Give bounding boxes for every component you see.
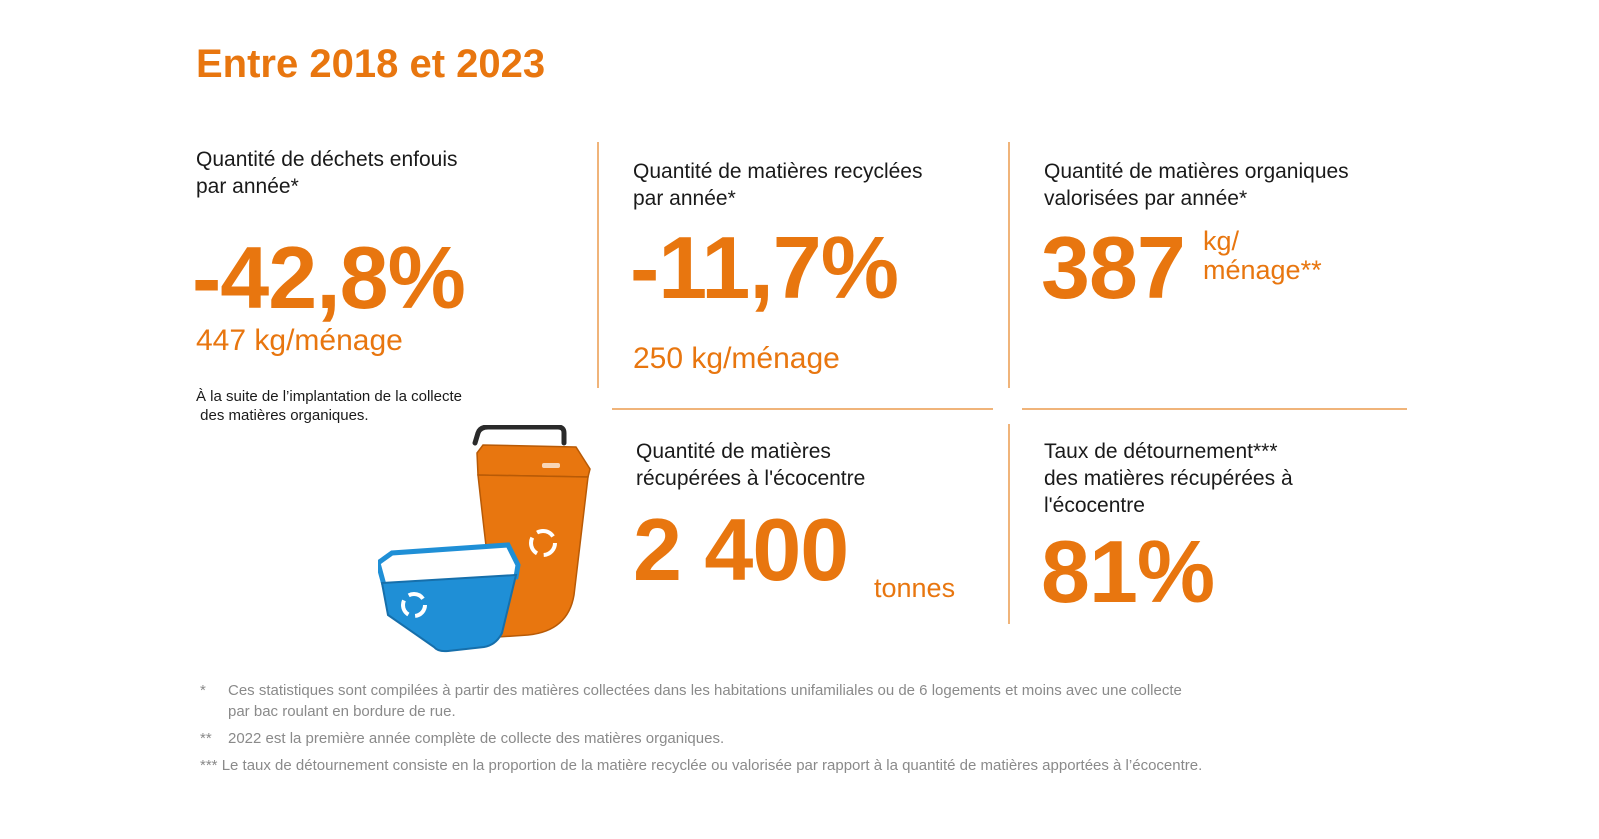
diversion-label-line1: Taux de détournement*** (1044, 440, 1278, 463)
organic-unit: kg/ ménage** (1203, 227, 1322, 285)
diversion-label: Taux de détournement*** des matières réc… (1044, 438, 1293, 519)
footnote-1-line2: par bac roulant en bordure de rue. (228, 703, 456, 720)
footnote-1-cont: par bac roulant en bordure de rue. (200, 701, 1202, 722)
ecocentre-label: Quantité de matières récupérées à l'écoc… (636, 438, 865, 492)
landfill-note-line1: À la suite de l’implantation de la colle… (196, 388, 462, 405)
divider-horizontal-1 (612, 408, 993, 410)
blue-recycling-bin-icon (378, 542, 521, 653)
diversion-label-line3: l'écocentre (1044, 494, 1145, 517)
divider-vertical-2 (1008, 142, 1010, 388)
landfill-label: Quantité de déchets enfouis par année* (196, 146, 458, 200)
footnote-1: * Ces statistiques sont compilées à parti… (200, 680, 1202, 701)
footnotes: * Ces statistiques sont compilées à parti… (200, 680, 1202, 776)
recycled-label-line2: par année* (633, 187, 736, 210)
landfill-value: -42,8% (192, 228, 466, 327)
recycled-label-line1: Quantité de matières recyclées (633, 160, 923, 183)
ecocentre-label-line2: récupérées à l'écocentre (636, 467, 866, 490)
organic-label-line1: Quantité de matières organiques (1044, 160, 1349, 183)
divider-vertical-3 (1008, 424, 1010, 624)
diversion-value: 81% (1041, 522, 1215, 621)
footnote-2: ** 2022 est la première année complète de… (200, 728, 1202, 749)
divider-horizontal-2 (1022, 408, 1407, 410)
bins-illustration (378, 425, 591, 653)
footnote-1-line1: Ces statistiques sont compilées à partir… (228, 682, 1182, 699)
landfill-label-line1: Quantité de déchets enfouis (196, 148, 458, 171)
landfill-note-line2: des matières organiques. (196, 407, 369, 424)
organic-label: Quantité de matières organiques valorisé… (1044, 158, 1349, 212)
landfill-sub: 447 kg/ménage (196, 324, 403, 357)
page-title: Entre 2018 et 2023 (196, 42, 546, 86)
footnote-3: *** Le taux de détournement consiste en … (200, 755, 1202, 776)
organic-value: 387 (1041, 218, 1186, 317)
footnote-2-line1: 2022 est la première année complète de c… (228, 730, 725, 747)
organic-label-line2: valorisées par année* (1044, 187, 1248, 210)
ecocentre-label-line1: Quantité de matières (636, 440, 831, 463)
footnote-3-line1: Le taux de détournement consiste en la p… (221, 757, 1203, 774)
landfill-label-line2: par année* (196, 175, 299, 198)
organic-unit-line2: ménage** (1203, 255, 1322, 285)
divider-vertical-1 (597, 142, 599, 388)
footnote-2-marker: ** (200, 730, 212, 747)
footnote-1-marker: * (200, 682, 206, 699)
recycled-sub: 250 kg/ménage (633, 342, 840, 375)
recycled-label: Quantité de matières recyclées par année… (633, 158, 922, 212)
diversion-label-line2: des matières récupérées à (1044, 467, 1293, 490)
organic-unit-line1: kg/ (1203, 226, 1240, 256)
ecocentre-value: 2 400 (633, 500, 849, 599)
ecocentre-unit: tonnes (874, 573, 956, 603)
landfill-note: À la suite de l’implantation de la colle… (196, 387, 462, 425)
recycled-value: -11,7% (630, 218, 899, 317)
footnote-3-marker: *** (200, 757, 218, 774)
recycle-symbol-icon (529, 529, 557, 557)
